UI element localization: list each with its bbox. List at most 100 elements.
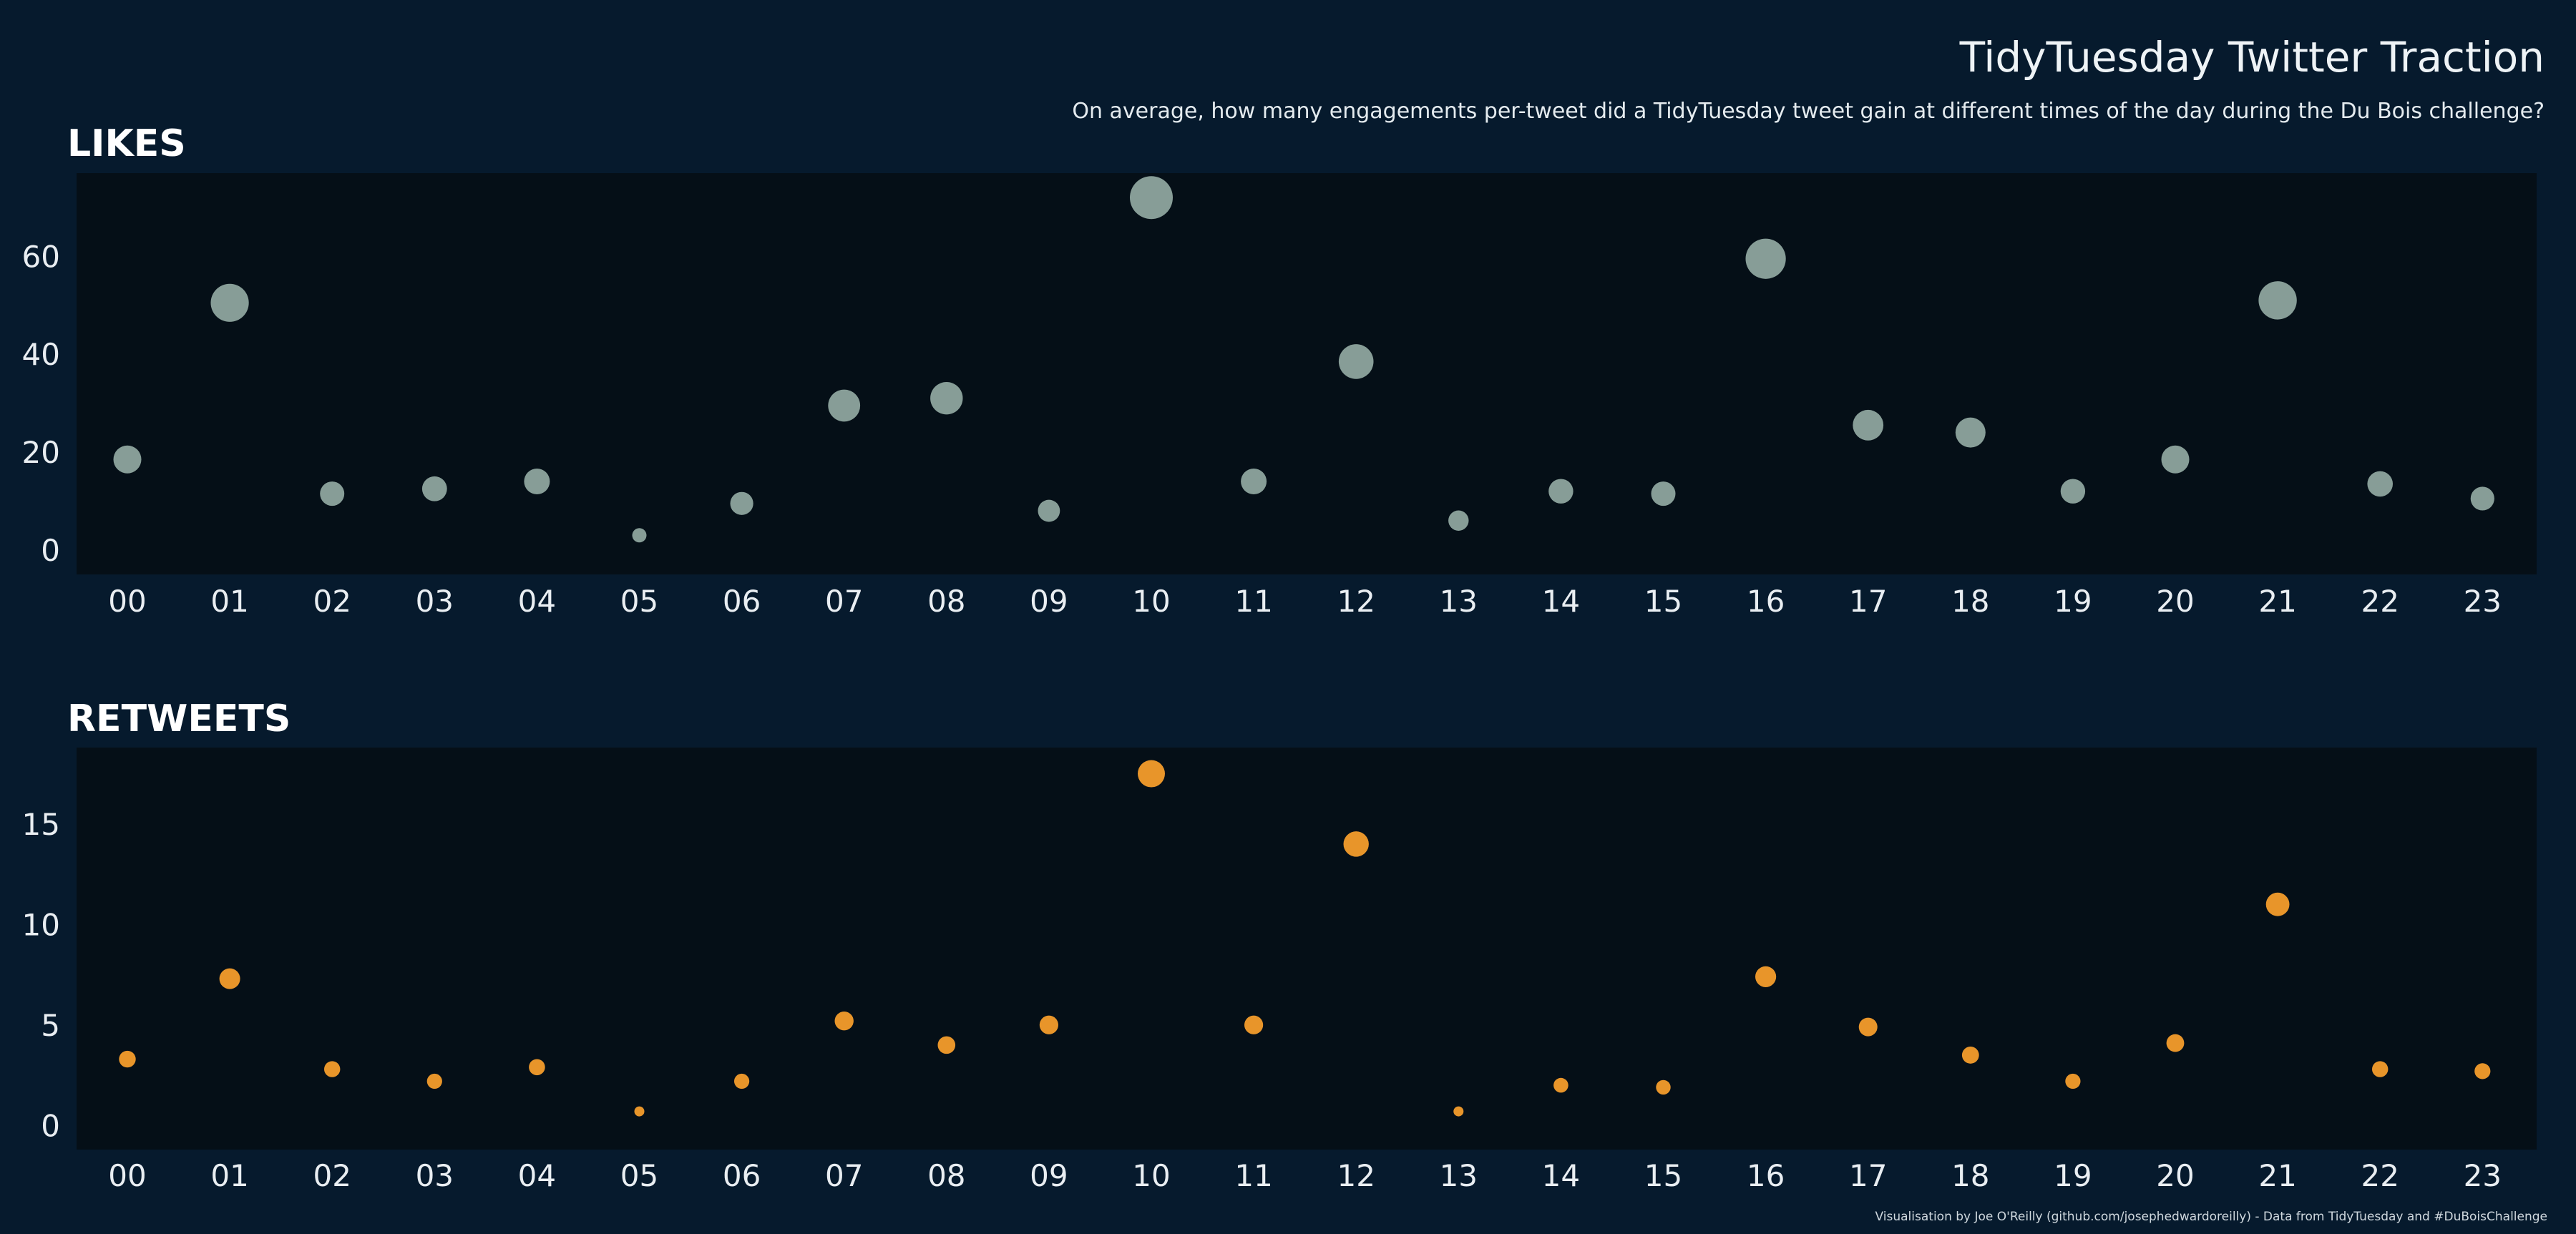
x-tick-label: 09 xyxy=(1030,584,1068,619)
data-point-19 xyxy=(2065,1073,2081,1089)
data-point-14 xyxy=(1548,479,1574,504)
chart-title: TidyTuesday Twitter Traction xyxy=(1959,33,2545,82)
data-point-02 xyxy=(320,481,345,506)
x-tick-label: 01 xyxy=(210,584,248,619)
x-tick-label: 20 xyxy=(2156,584,2194,619)
panel-background xyxy=(77,748,2537,1150)
x-tick-label: 07 xyxy=(825,1158,863,1193)
data-point-08 xyxy=(930,382,963,415)
x-tick-label: 21 xyxy=(2258,1158,2296,1193)
x-tick-label: 06 xyxy=(723,1158,761,1193)
x-tick-label: 13 xyxy=(1440,584,1478,619)
x-tick-label: 08 xyxy=(927,1158,965,1193)
panel-title: LIKES xyxy=(67,122,186,165)
data-point-09 xyxy=(1038,499,1060,522)
data-point-17 xyxy=(1853,409,1884,441)
x-tick-label: 19 xyxy=(2054,1158,2092,1193)
data-point-20 xyxy=(2166,1034,2185,1052)
x-tick-label: 16 xyxy=(1747,584,1785,619)
data-point-06 xyxy=(734,1073,750,1089)
panel-title: RETWEETS xyxy=(67,697,291,740)
y-tick-label: 0 xyxy=(41,1108,60,1143)
data-point-16 xyxy=(1745,238,1786,279)
x-tick-label: 17 xyxy=(1849,584,1887,619)
data-point-03 xyxy=(426,1073,442,1089)
data-point-22 xyxy=(2367,471,2393,497)
data-point-12 xyxy=(1343,831,1369,857)
data-point-07 xyxy=(834,1011,854,1031)
x-tick-label: 04 xyxy=(518,1158,556,1193)
y-tick-label: 20 xyxy=(22,435,60,470)
data-point-16 xyxy=(1755,966,1777,987)
x-tick-label: 10 xyxy=(1132,1158,1170,1193)
y-tick-label: 60 xyxy=(22,239,60,274)
data-point-11 xyxy=(1244,1015,1264,1034)
data-point-03 xyxy=(421,476,447,501)
x-tick-label: 17 xyxy=(1849,1158,1887,1193)
x-tick-label: 01 xyxy=(210,1158,248,1193)
x-tick-label: 02 xyxy=(313,1158,351,1193)
x-tick-label: 21 xyxy=(2258,584,2296,619)
x-tick-label: 08 xyxy=(927,584,965,619)
data-point-14 xyxy=(1553,1077,1568,1093)
x-tick-label: 15 xyxy=(1644,1158,1682,1193)
x-tick-label: 23 xyxy=(2464,584,2502,619)
data-point-04 xyxy=(529,1059,545,1076)
data-point-01 xyxy=(210,283,249,322)
x-tick-label: 14 xyxy=(1542,584,1580,619)
x-tick-label: 06 xyxy=(723,584,761,619)
data-point-10 xyxy=(1130,176,1173,220)
data-point-08 xyxy=(937,1036,956,1054)
panel-likes: LIKES 0 20 40 60 00 01 02 03 04 05 06 07 08 09 10 11 12 13… xyxy=(22,122,2537,619)
x-tick-label: 03 xyxy=(416,584,454,619)
x-tick-label: 19 xyxy=(2054,584,2092,619)
data-point-13 xyxy=(1453,1106,1464,1117)
data-point-07 xyxy=(828,389,861,422)
data-point-10 xyxy=(1138,760,1165,788)
x-tick-label: 18 xyxy=(1951,584,1989,619)
x-tick-label: 13 xyxy=(1440,1158,1478,1193)
x-tick-label: 10 xyxy=(1132,584,1170,619)
y-tick-label: 15 xyxy=(22,807,60,842)
data-point-05 xyxy=(634,1106,645,1117)
data-point-15 xyxy=(1651,481,1676,506)
x-tick-label: 02 xyxy=(313,584,351,619)
y-tick-label: 0 xyxy=(41,533,60,568)
data-point-09 xyxy=(1039,1015,1058,1034)
data-point-01 xyxy=(219,968,240,989)
data-point-17 xyxy=(1858,1017,1878,1037)
data-point-04 xyxy=(524,469,550,495)
data-point-22 xyxy=(2372,1061,2389,1077)
y-tick-label: 10 xyxy=(22,907,60,942)
data-point-21 xyxy=(2258,281,2297,320)
x-tick-label: 14 xyxy=(1542,1158,1580,1193)
chart-caption: Visualisation by Joe O'Reilly (github.co… xyxy=(1875,1210,2547,1224)
x-tick-label: 05 xyxy=(620,584,658,619)
data-point-19 xyxy=(2060,479,2086,504)
data-point-00 xyxy=(119,1050,136,1068)
x-tick-label: 16 xyxy=(1747,1158,1785,1193)
x-tick-label: 20 xyxy=(2156,1158,2194,1193)
data-point-18 xyxy=(1955,417,1986,448)
y-tick-label: 5 xyxy=(41,1008,60,1043)
x-tick-label: 09 xyxy=(1030,1158,1068,1193)
x-tick-label: 11 xyxy=(1234,584,1272,619)
x-tick-label: 12 xyxy=(1337,584,1375,619)
data-point-20 xyxy=(2161,445,2190,474)
data-point-00 xyxy=(113,445,142,474)
data-point-23 xyxy=(2470,486,2494,511)
x-tick-label: 15 xyxy=(1644,584,1682,619)
panel-background xyxy=(77,173,2537,574)
x-tick-label: 05 xyxy=(620,1158,658,1193)
x-tick-label: 07 xyxy=(825,584,863,619)
data-point-23 xyxy=(2474,1063,2491,1079)
x-tick-label: 04 xyxy=(518,584,556,619)
data-point-06 xyxy=(730,491,753,515)
data-point-13 xyxy=(1448,510,1469,531)
x-tick-label: 00 xyxy=(108,584,146,619)
data-point-21 xyxy=(2265,892,2290,916)
data-point-12 xyxy=(1338,344,1374,379)
x-tick-label: 23 xyxy=(2464,1158,2502,1193)
